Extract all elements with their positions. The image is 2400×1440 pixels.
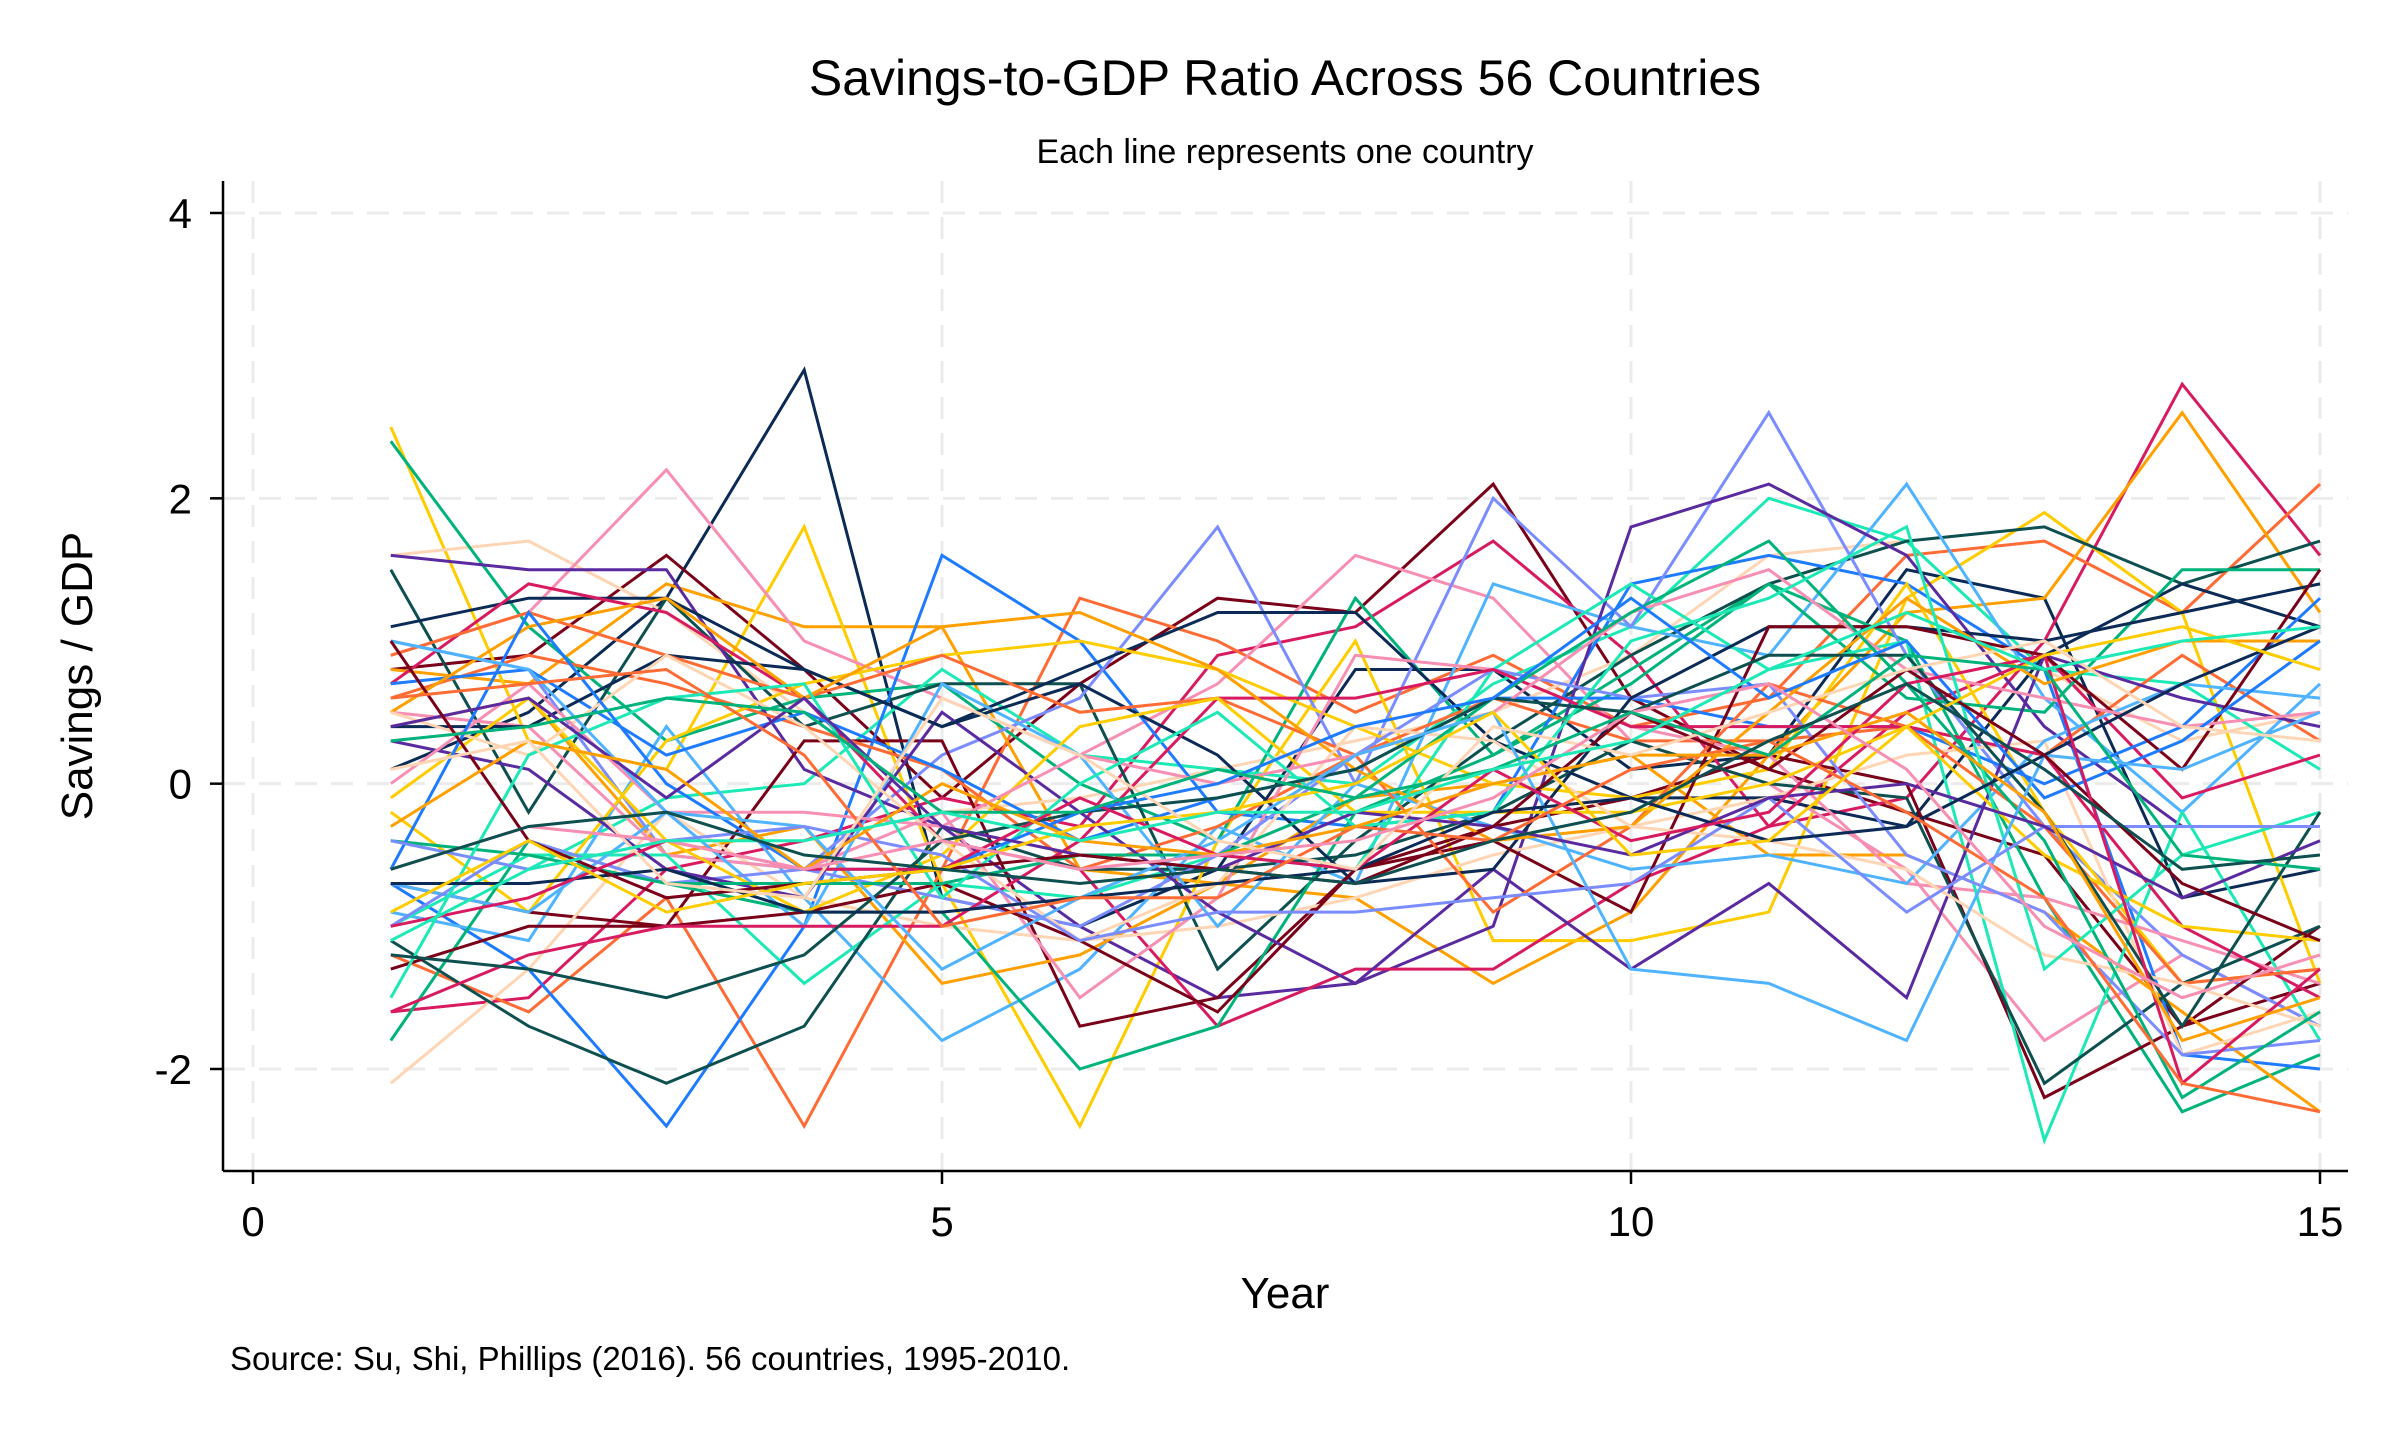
y-tick-label: 4: [169, 190, 192, 237]
country-line-41: [390, 653, 2322, 1029]
country-line-56: [390, 682, 2321, 886]
y-tick-label: -2: [155, 1046, 192, 1093]
country-line-14: [390, 409, 2321, 1028]
country-line-54: [390, 653, 2321, 871]
country-line-43: [390, 639, 2321, 1043]
country-line-53: [390, 682, 2321, 1000]
country-line-55: [390, 610, 2321, 942]
axes: [221, 181, 2348, 1173]
series-lines: [389, 366, 2322, 1145]
country-line-1: [390, 366, 2321, 928]
country-line-44: [390, 796, 2320, 943]
source-note: Source: Su, Shi, Phillips (2016). 56 cou…: [230, 1340, 1070, 1377]
country-line-16: [390, 582, 2321, 829]
country-line-50: [390, 710, 2321, 1043]
y-tick-label: 0: [169, 761, 192, 808]
country-line-4: [390, 483, 2322, 1130]
country-line-27: [390, 597, 2322, 843]
y-tick-label: 2: [169, 475, 192, 522]
chart-title: Savings-to-GDP Ratio Across 56 Countries: [809, 50, 1761, 106]
country-line-8: [390, 467, 2321, 1043]
x-tick-label: 10: [1608, 1198, 1655, 1245]
x-tick-label: 5: [930, 1198, 953, 1245]
country-line-26: [390, 739, 2321, 1086]
x-tick-label: 15: [2297, 1198, 2344, 1245]
y-axis-label: Savings / GDP: [53, 532, 102, 821]
x-tick-label: 0: [241, 1198, 264, 1245]
country-line-51: [390, 625, 2321, 914]
chart-subtitle: Each line represents one country: [1036, 133, 1533, 171]
country-line-6: [389, 426, 2322, 1130]
x-axis-label: Year: [1241, 1269, 1330, 1318]
country-line-35: [390, 596, 2320, 843]
country-line-42: [389, 596, 2321, 871]
country-line-30: [390, 653, 2321, 1001]
country-line-18: [389, 582, 2321, 1028]
ticks: -2 0 2 4 0 5 10 15: [155, 190, 2344, 1245]
